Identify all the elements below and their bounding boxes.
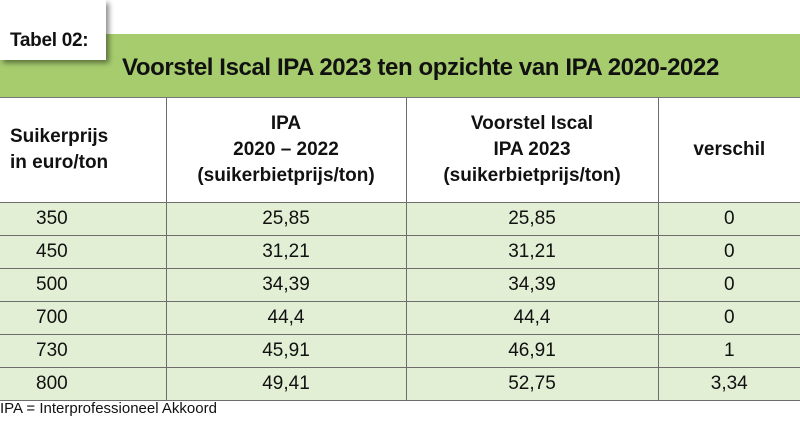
table-number-tag: Tabel 02: xyxy=(0,0,106,60)
cell-suikerprijs: 350 xyxy=(0,202,167,236)
cell-verschil: 0 xyxy=(658,202,800,236)
cell-verschil: 0 xyxy=(658,268,800,302)
header-line: Suikerprijs xyxy=(10,125,109,147)
header-line: Voorstel Iscal xyxy=(470,112,594,134)
cell-suikerprijs: 730 xyxy=(0,334,167,368)
header-verschil: verschil xyxy=(658,98,800,203)
header-row: Suikerprijs in euro/ton IPA 2020 – 2022 … xyxy=(0,98,800,203)
table-header: Suikerprijs in euro/ton IPA 2020 – 2022 … xyxy=(0,98,800,203)
header-line: (suikerbietprijs/ton) xyxy=(443,164,621,186)
cell-ipa-2020-2022: 31,21 xyxy=(166,235,407,269)
footnote: IPA = Interprofessioneel Akkoord xyxy=(0,400,217,417)
header-line: (suikerbietprijs/ton) xyxy=(197,164,375,186)
table-row: 450 31,21 31,21 0 xyxy=(0,235,800,269)
table-title: Voorstel Iscal IPA 2023 ten opzichte van… xyxy=(122,54,719,81)
header-suikerprijs: Suikerprijs in euro/ton xyxy=(0,98,167,203)
cell-suikerprijs: 500 xyxy=(0,268,167,302)
cell-verschil: 3,34 xyxy=(658,367,800,401)
header-voorstel-iscal: Voorstel Iscal IPA 2023 (suikerbietprijs… xyxy=(406,98,659,203)
cell-voorstel-ipa-2023: 31,21 xyxy=(406,235,659,269)
cell-voorstel-ipa-2023: 46,91 xyxy=(406,334,659,368)
cell-voorstel-ipa-2023: 25,85 xyxy=(406,202,659,236)
table-body: 350 25,85 25,85 0 450 31,21 31,21 0 500 … xyxy=(0,202,800,401)
header-line: IPA xyxy=(270,112,302,134)
header-line: in euro/ton xyxy=(10,151,109,173)
table-number-label: Tabel 02: xyxy=(10,30,89,51)
table-row: 500 34,39 34,39 0 xyxy=(0,268,800,302)
cell-ipa-2020-2022: 49,41 xyxy=(166,367,407,401)
header-ipa-2020-2022: IPA 2020 – 2022 (suikerbietprijs/ton) xyxy=(166,98,407,203)
table-row: 700 44,4 44,4 0 xyxy=(0,301,800,335)
cell-suikerprijs: 700 xyxy=(0,301,167,335)
cell-voorstel-ipa-2023: 52,75 xyxy=(406,367,659,401)
table-row: 800 49,41 52,75 3,34 xyxy=(0,367,800,401)
cell-ipa-2020-2022: 45,91 xyxy=(166,334,407,368)
cell-suikerprijs: 800 xyxy=(0,367,167,401)
cell-ipa-2020-2022: 44,4 xyxy=(166,301,407,335)
cell-verschil: 0 xyxy=(658,235,800,269)
title-band: Voorstel Iscal IPA 2023 ten opzichte van… xyxy=(0,34,800,98)
cell-voorstel-ipa-2023: 44,4 xyxy=(406,301,659,335)
cell-ipa-2020-2022: 34,39 xyxy=(166,268,407,302)
table-row: 730 45,91 46,91 1 xyxy=(0,334,800,368)
cell-ipa-2020-2022: 25,85 xyxy=(166,202,407,236)
header-line: 2020 – 2022 xyxy=(233,138,339,160)
cell-suikerprijs: 450 xyxy=(0,235,167,269)
header-line: verschil xyxy=(693,138,766,160)
cell-verschil: 0 xyxy=(658,301,800,335)
header-line: IPA 2023 xyxy=(493,138,571,160)
cell-voorstel-ipa-2023: 34,39 xyxy=(406,268,659,302)
cell-verschil: 1 xyxy=(658,334,800,368)
table-row: 350 25,85 25,85 0 xyxy=(0,202,800,236)
data-table: Suikerprijs in euro/ton IPA 2020 – 2022 … xyxy=(0,98,800,401)
